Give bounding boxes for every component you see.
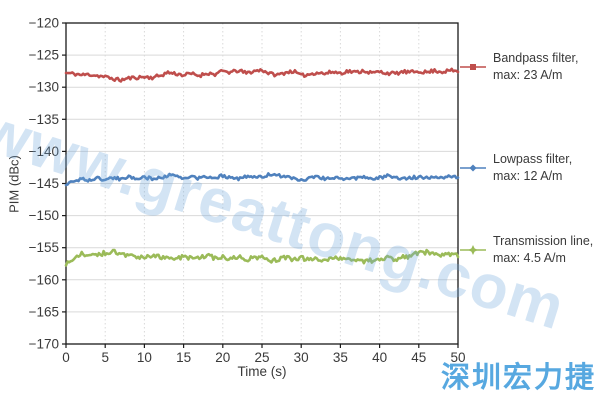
x-tick-label: 0	[62, 350, 70, 365]
series-line-0	[64, 67, 460, 83]
legend-label-line1: Transmission line,	[493, 234, 594, 248]
series-line-2	[64, 248, 460, 267]
legend-label: Lowpass filter, max: 12 A/m	[493, 151, 572, 185]
y-tick-label: −170	[29, 337, 59, 352]
x-tick-label: 50	[450, 350, 465, 365]
x-tick-label: 15	[176, 350, 191, 365]
x-tick-label: 40	[372, 350, 387, 365]
x-tick-label: 45	[411, 350, 426, 365]
y-tick-label: −165	[29, 304, 59, 319]
x-tick-label: 30	[294, 350, 309, 365]
legend-label-line2: max: 23 A/m	[493, 68, 563, 82]
x-tick-label: 5	[101, 350, 109, 365]
series-line-1	[64, 172, 460, 187]
x-tick-label: 35	[333, 350, 348, 365]
legend-label-line1: Bandpass filter,	[493, 51, 579, 65]
x-axis-title: Time (s)	[237, 364, 287, 379]
y-axis-title: PIM (dBc)	[6, 155, 22, 213]
legend-entry-transmission: Transmission line, max: 4.5 A/m	[460, 233, 593, 267]
legend-marker-diamond-icon	[460, 164, 486, 172]
y-tick-label: −125	[29, 48, 59, 63]
y-tick-label: −145	[29, 176, 59, 191]
legend-label-line1: Lowpass filter,	[493, 152, 573, 166]
legend-label-line2: max: 4.5 A/m	[493, 251, 566, 265]
legend-label: Bandpass filter, max: 23 A/m	[493, 50, 578, 84]
y-tick-label: −120	[29, 16, 59, 31]
legend-entry-bandpass: Bandpass filter, max: 23 A/m	[460, 50, 578, 84]
legend-label: Transmission line, max: 4.5 A/m	[493, 233, 593, 267]
legend-marker-square-icon	[460, 64, 486, 70]
y-tick-label: −140	[29, 144, 59, 159]
legend-marker-star-icon	[460, 245, 486, 255]
legend-entry-lowpass: Lowpass filter, max: 12 A/m	[460, 151, 572, 185]
y-tick-label: −155	[29, 240, 59, 255]
y-tick-label: −160	[29, 272, 59, 287]
legend-label-line2: max: 12 A/m	[493, 169, 563, 183]
x-tick-label: 10	[137, 350, 152, 365]
x-tick-label: 20	[215, 350, 230, 365]
x-tick-label: 25	[254, 350, 269, 365]
y-tick-label: −150	[29, 208, 59, 223]
y-tick-label: −130	[29, 80, 59, 95]
y-tick-label: −135	[29, 112, 59, 127]
